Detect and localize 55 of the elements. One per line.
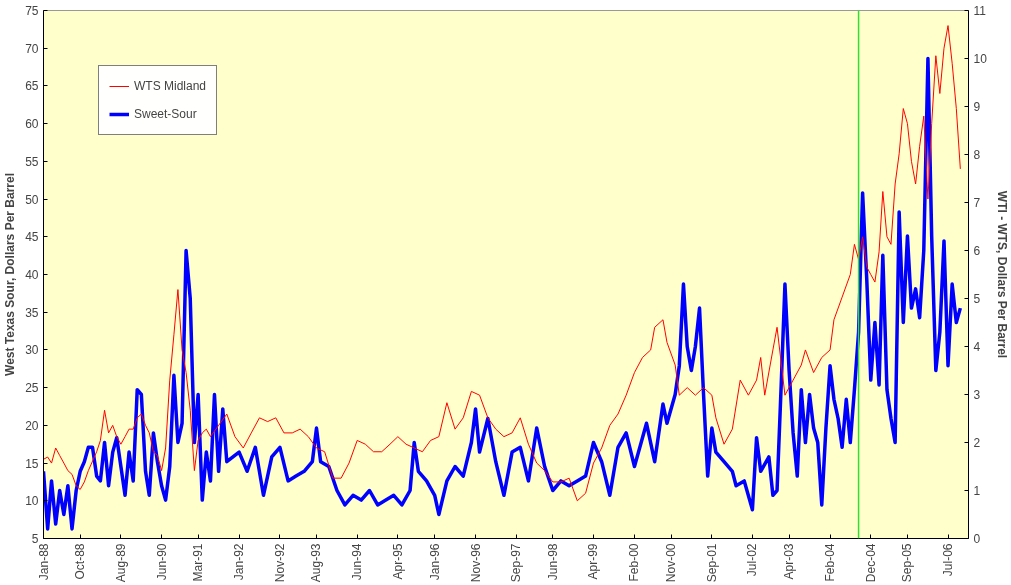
y-tick-label: 20 bbox=[25, 418, 39, 433]
y-tick-label: 40 bbox=[25, 268, 39, 282]
y-tick-label: 50 bbox=[25, 192, 39, 207]
y-tick-label: 10 bbox=[25, 494, 39, 509]
y-tick-label: 45 bbox=[25, 230, 39, 245]
y2-tick-label: 6 bbox=[973, 244, 981, 258]
x-tick-label: Jul-02 bbox=[745, 543, 760, 577]
y-tick-label: 35 bbox=[25, 305, 39, 320]
x-tick-label: Nov-00 bbox=[664, 543, 679, 583]
y-tick-label: 15 bbox=[25, 456, 39, 471]
legend-label: Sweet-Sour bbox=[134, 107, 197, 121]
y2-tick-label: 9 bbox=[973, 100, 981, 114]
y-tick-label: 5 bbox=[31, 532, 39, 546]
y2-tick-label: 3 bbox=[973, 388, 981, 402]
y-tick-label: 65 bbox=[25, 79, 39, 94]
legend-label: WTS Midland bbox=[134, 79, 207, 93]
y2-tick-label: 10 bbox=[973, 52, 988, 66]
x-tick-label: Aug-93 bbox=[309, 543, 324, 583]
x-tick-label: Sep-01 bbox=[704, 543, 719, 583]
x-tick-label: Jan-96 bbox=[427, 543, 442, 581]
y2-tick-label: 1 bbox=[973, 484, 981, 498]
x-tick-label: Jul-06 bbox=[941, 543, 956, 577]
y-tick-label: 70 bbox=[25, 41, 39, 56]
y2-tick-label: 2 bbox=[973, 436, 981, 450]
y-tick-label: 55 bbox=[25, 154, 39, 169]
x-tick-label: Sep-05 bbox=[900, 543, 915, 583]
y-axis-title: West Texas Sour, Dollars Per Barrel bbox=[3, 173, 18, 376]
x-tick-label: Jun-94 bbox=[350, 543, 365, 581]
x-tick-label: Apr-03 bbox=[782, 543, 797, 580]
x-tick-label: Mar-91 bbox=[191, 543, 206, 582]
y-tick-label: 30 bbox=[25, 343, 39, 358]
x-tick-label: Jan-88 bbox=[36, 543, 51, 581]
y2-tick-label: 0 bbox=[973, 532, 981, 546]
x-tick-label: Oct-88 bbox=[73, 543, 88, 580]
y2-tick-label: 4 bbox=[973, 340, 981, 354]
y-tick-label: 75 bbox=[25, 4, 39, 18]
y2-axis-title: WTI - WTS, Dollars Per Barrel bbox=[994, 190, 1009, 359]
y2-tick-label: 7 bbox=[973, 196, 981, 210]
x-tick-label: Feb-00 bbox=[627, 543, 642, 582]
y2-tick-label: 5 bbox=[973, 292, 981, 306]
x-tick-label: Feb-04 bbox=[823, 543, 838, 582]
x-tick-label: Nov-92 bbox=[272, 543, 287, 583]
y-tick-label: 25 bbox=[25, 381, 39, 396]
y2-tick-label: 8 bbox=[973, 148, 981, 162]
x-tick-label: Jan-92 bbox=[232, 543, 247, 581]
x-tick-label: Nov-96 bbox=[468, 543, 483, 583]
x-tick-label: Aug-89 bbox=[113, 543, 128, 583]
x-tick-label: Sep-97 bbox=[509, 543, 524, 583]
y-tick-label: 60 bbox=[25, 117, 39, 132]
x-tick-label: Jun-90 bbox=[154, 543, 169, 581]
x-tick-label: Apr-99 bbox=[586, 543, 601, 580]
x-tick-label: Dec-04 bbox=[863, 543, 878, 583]
x-tick-label: Apr-95 bbox=[390, 543, 405, 580]
x-tick-label: Jun-98 bbox=[545, 543, 560, 581]
y2-tick-label: 11 bbox=[973, 4, 987, 18]
